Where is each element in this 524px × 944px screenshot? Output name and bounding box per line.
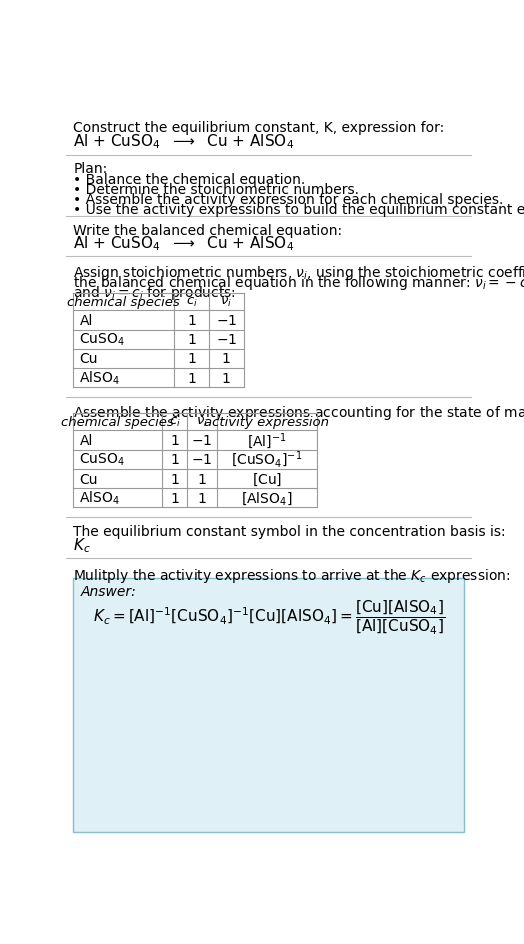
Text: Answer:: Answer: <box>81 584 137 598</box>
Text: Al + CuSO$_4$  $\longrightarrow$  Cu + AlSO$_4$: Al + CuSO$_4$ $\longrightarrow$ Cu + AlS… <box>73 132 294 151</box>
Text: $K_c = [\mathrm{Al}]^{-1}[\mathrm{CuSO_4}]^{-1}[\mathrm{Cu}][\mathrm{AlSO_4}] = : $K_c = [\mathrm{Al}]^{-1}[\mathrm{CuSO_4… <box>93 598 444 636</box>
Text: • Use the activity expressions to build the equilibrium constant expression.: • Use the activity expressions to build … <box>73 203 524 216</box>
Text: • Determine the stoichiometric numbers.: • Determine the stoichiometric numbers. <box>73 182 359 196</box>
Text: AlSO$_4$: AlSO$_4$ <box>80 369 120 387</box>
Text: 1: 1 <box>198 491 206 505</box>
Text: Assemble the activity expressions accounting for the state of matter and $\nu_i$: Assemble the activity expressions accoun… <box>73 403 524 421</box>
Text: 1: 1 <box>170 491 179 505</box>
Text: • Balance the chemical equation.: • Balance the chemical equation. <box>73 173 305 187</box>
Text: Mulitply the activity expressions to arrive at the $K_c$ expression:: Mulitply the activity expressions to arr… <box>73 566 511 584</box>
Text: $[\mathrm{AlSO_4}]$: $[\mathrm{AlSO_4}]$ <box>241 490 293 507</box>
Text: 1: 1 <box>170 472 179 486</box>
Text: Al: Al <box>80 313 93 328</box>
Bar <box>73 294 244 388</box>
Text: 1: 1 <box>187 333 196 346</box>
Text: $c_i$: $c_i$ <box>185 296 198 309</box>
Text: $K_c$: $K_c$ <box>73 535 91 554</box>
Text: $\nu_i$: $\nu_i$ <box>196 416 208 429</box>
Text: $\nu_i$: $\nu_i$ <box>221 296 232 309</box>
Text: Cu: Cu <box>80 352 98 366</box>
Text: $-1$: $-1$ <box>216 313 237 328</box>
Text: Construct the equilibrium constant, K, expression for:: Construct the equilibrium constant, K, e… <box>73 121 444 135</box>
Text: Plan:: Plan: <box>73 161 107 176</box>
Text: Write the balanced chemical equation:: Write the balanced chemical equation: <box>73 224 342 237</box>
Text: 1: 1 <box>187 371 196 385</box>
Text: • Assemble the activity expression for each chemical species.: • Assemble the activity expression for e… <box>73 193 504 207</box>
Text: 1: 1 <box>222 371 231 385</box>
Text: CuSO$_4$: CuSO$_4$ <box>80 331 125 348</box>
Text: CuSO$_4$: CuSO$_4$ <box>80 451 125 468</box>
Text: 1: 1 <box>170 433 179 447</box>
Text: $[\mathrm{Al}]^{-1}$: $[\mathrm{Al}]^{-1}$ <box>247 430 287 450</box>
Text: 1: 1 <box>187 352 196 366</box>
Text: Al + CuSO$_4$  $\longrightarrow$  Cu + AlSO$_4$: Al + CuSO$_4$ $\longrightarrow$ Cu + AlS… <box>73 234 294 253</box>
Text: $c_i$: $c_i$ <box>169 416 181 429</box>
Text: $-1$: $-1$ <box>191 433 213 447</box>
Text: Assign stoichiometric numbers, $\nu_i$, using the stoichiometric coefficients, $: Assign stoichiometric numbers, $\nu_i$, … <box>73 263 524 281</box>
FancyBboxPatch shape <box>73 579 464 833</box>
Text: the balanced chemical equation in the following manner: $\nu_i = -c_i$ for react: the balanced chemical equation in the fo… <box>73 273 524 292</box>
Text: 1: 1 <box>198 472 206 486</box>
Text: The equilibrium constant symbol in the concentration basis is:: The equilibrium constant symbol in the c… <box>73 525 506 539</box>
Text: chemical species: chemical species <box>61 416 174 429</box>
Text: and $\nu_i = c_i$ for products:: and $\nu_i = c_i$ for products: <box>73 283 236 301</box>
Text: 1: 1 <box>222 352 231 366</box>
Text: $[\mathrm{Cu}]$: $[\mathrm{Cu}]$ <box>252 471 282 487</box>
Text: activity expression: activity expression <box>204 416 330 429</box>
Text: 1: 1 <box>187 313 196 328</box>
Text: Al: Al <box>80 433 93 447</box>
Text: AlSO$_4$: AlSO$_4$ <box>80 490 120 507</box>
Text: Cu: Cu <box>80 472 98 486</box>
Text: $-1$: $-1$ <box>216 333 237 346</box>
Text: 1: 1 <box>170 453 179 466</box>
Text: chemical species: chemical species <box>67 296 180 309</box>
Text: $-1$: $-1$ <box>191 453 213 466</box>
Bar <box>73 414 318 508</box>
Text: $[\mathrm{CuSO_4}]^{-1}$: $[\mathrm{CuSO_4}]^{-1}$ <box>232 449 303 470</box>
